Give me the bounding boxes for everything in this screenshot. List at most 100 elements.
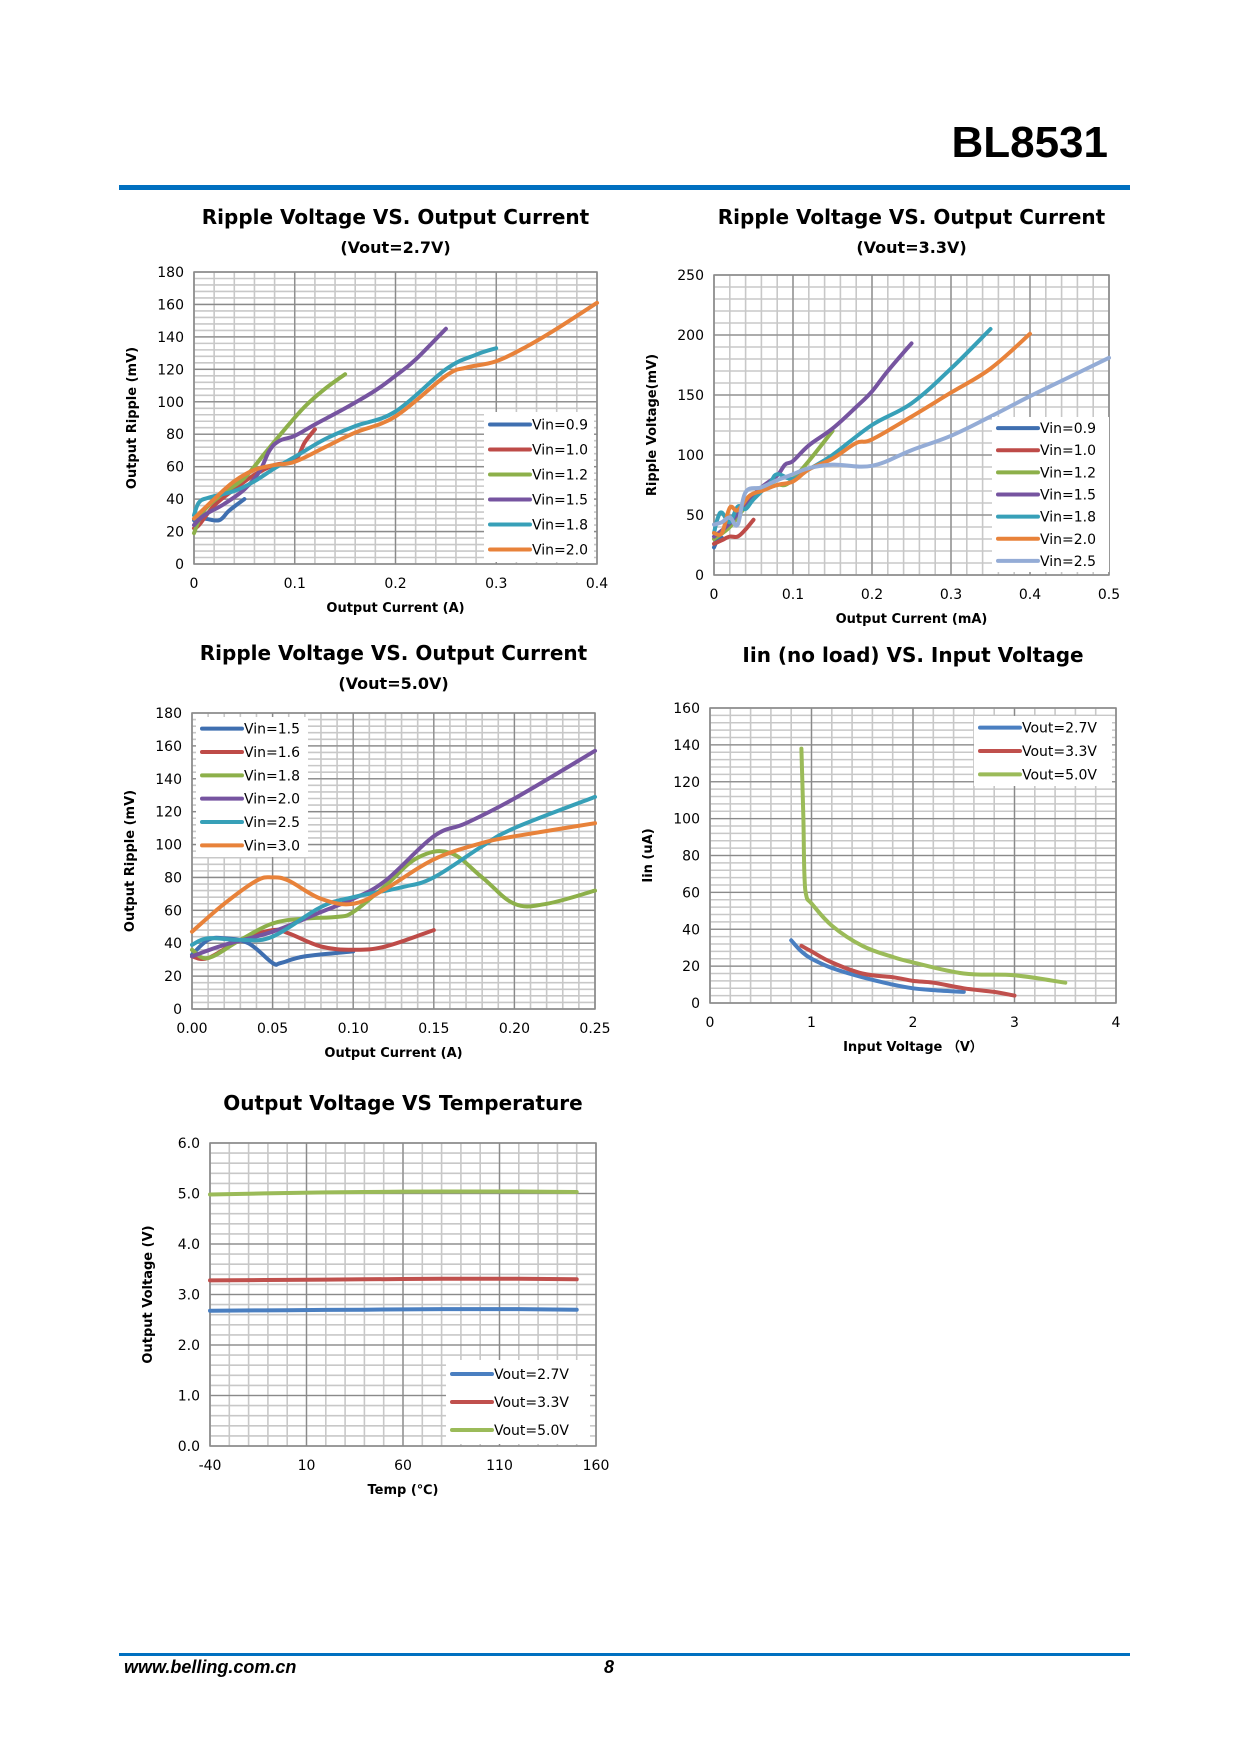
y-tick-label: 80 xyxy=(166,427,184,443)
x-tick-label: 0.1 xyxy=(284,576,306,592)
y-axis-label: Output Voltage (V) xyxy=(141,1225,156,1363)
series-line-vin-1-0 xyxy=(712,517,756,546)
y-tick-label: 2.0 xyxy=(178,1338,200,1354)
x-tick-label: 0.25 xyxy=(579,1021,610,1037)
x-tick-label: 60 xyxy=(394,1458,412,1474)
series-line-vin-2-0 xyxy=(712,331,1032,537)
legend-label: Vout=3.3V xyxy=(494,1395,569,1411)
plot-frame xyxy=(209,1142,597,1447)
chart-title: Output Voltage VS Temperature xyxy=(223,1091,582,1115)
y-axis-label: Output Ripple (mV) xyxy=(125,347,140,489)
y-tick-label: 40 xyxy=(682,922,700,938)
chart-subtitle: (Vout=5.0V) xyxy=(338,674,448,693)
footer-url[interactable]: www.belling.com.cn xyxy=(124,1657,297,1677)
x-tick-label: 0.2 xyxy=(861,587,883,603)
series-line-vout-3-3v xyxy=(799,943,1017,998)
legend: Vin=1.5 Vin=1.6 Vin=1.8 Vin=2.0 Vin=2.5 Vin=3… xyxy=(196,717,308,857)
y-tick-label: 100 xyxy=(673,812,700,828)
y-tick-label: 80 xyxy=(682,849,700,865)
y-axis-label: Output Ripple (mV) xyxy=(123,790,138,932)
legend: Vin=0.9 Vin=1.0 Vin=1.2 Vin=1.5 Vin=1.8 Vin=2… xyxy=(484,412,594,562)
y-tick-label: 20 xyxy=(164,969,182,985)
y-tick-label: 140 xyxy=(673,738,700,754)
legend-label: Vin=3.0 xyxy=(244,838,300,854)
legend-label: Vin=2.0 xyxy=(244,792,300,808)
chart-title: Ripple Voltage VS. Output Current xyxy=(202,205,590,229)
y-tick-label: 0 xyxy=(173,1002,182,1018)
y-tick-label: 100 xyxy=(155,838,182,854)
legend-label: Vout=2.7V xyxy=(494,1367,569,1383)
page-number: 8 xyxy=(604,1657,615,1677)
legend-label: Vin=1.6 xyxy=(244,745,300,761)
y-tick-label: 20 xyxy=(166,525,184,541)
y-tick-label: 100 xyxy=(157,395,184,411)
y-tick-label: 50 xyxy=(686,508,704,524)
y-tick-label: 5.0 xyxy=(178,1187,200,1203)
legend: Vout=2.7V Vout=3.3V Vout=5.0V xyxy=(974,716,1112,786)
legend-box xyxy=(196,717,308,857)
x-tick-label: 0 xyxy=(190,576,199,592)
x-axis-label: Output Current (A) xyxy=(326,601,464,616)
y-tick-label: 60 xyxy=(164,903,182,919)
legend-label: Vin=1.8 xyxy=(1040,510,1096,526)
header-rule xyxy=(119,185,1130,190)
series-line-vin-3-0 xyxy=(190,821,597,934)
series-line-vin-2-0 xyxy=(192,300,599,521)
plot-frame xyxy=(193,271,598,565)
series-line-vin-1-8 xyxy=(192,346,499,518)
y-tick-label: 140 xyxy=(157,330,184,346)
legend-label: Vin=0.9 xyxy=(532,418,588,434)
y-tick-label: 160 xyxy=(157,297,184,313)
legend-label: Vin=1.8 xyxy=(244,768,300,784)
y-tick-label: 100 xyxy=(677,448,704,464)
y-tick-label: 140 xyxy=(155,772,182,788)
y-tick-label: 80 xyxy=(164,870,182,886)
x-tick-label: 10 xyxy=(298,1458,316,1474)
series-line-vin-1-0 xyxy=(192,427,317,531)
x-tick-label: 0.00 xyxy=(176,1021,207,1037)
x-tick-label: 0 xyxy=(706,1015,715,1031)
x-tick-label: 0.10 xyxy=(338,1021,369,1037)
chart-subtitle: (Vout=3.3V) xyxy=(856,238,966,257)
x-tick-label: 3 xyxy=(1010,1015,1019,1031)
y-tick-label: 40 xyxy=(166,492,184,508)
x-tick-label: 0.1 xyxy=(782,587,804,603)
x-axis-label: Temp (℃) xyxy=(368,1483,439,1498)
y-tick-label: 0.0 xyxy=(178,1439,200,1455)
y-tick-label: 120 xyxy=(157,362,184,378)
x-axis-label: Output Current (A) xyxy=(324,1046,462,1061)
y-tick-label: 120 xyxy=(673,775,700,791)
y-tick-label: 60 xyxy=(166,460,184,476)
x-tick-label: 0.4 xyxy=(586,576,608,592)
legend-label: Vout=2.7V xyxy=(1022,721,1097,737)
legend-label: Vin=1.2 xyxy=(532,468,588,484)
x-tick-label: 0.5 xyxy=(1098,587,1120,603)
y-tick-label: 150 xyxy=(677,388,704,404)
chart-subtitle: (Vout=2.7V) xyxy=(340,238,450,257)
legend: Vout=2.7V Vout=3.3V Vout=5.0V xyxy=(446,1360,590,1444)
x-tick-label: 110 xyxy=(486,1458,513,1474)
y-tick-label: 160 xyxy=(155,739,182,755)
y-tick-label: 160 xyxy=(673,701,700,717)
y-tick-label: 20 xyxy=(682,959,700,975)
series-line-vout-2-7v xyxy=(208,1307,579,1313)
plot-frame xyxy=(709,707,1117,1004)
x-axis-label: Input Voltage （V） xyxy=(843,1039,983,1055)
x-tick-label: 2 xyxy=(909,1015,918,1031)
y-tick-label: 3.0 xyxy=(178,1288,200,1304)
y-tick-label: 4.0 xyxy=(178,1237,200,1253)
legend-label: Vin=2.5 xyxy=(244,815,300,831)
x-tick-label: -40 xyxy=(199,1458,222,1474)
y-tick-label: 40 xyxy=(164,936,182,952)
legend-box xyxy=(484,412,594,562)
x-tick-label: 0.4 xyxy=(1019,587,1041,603)
legend-label: Vout=5.0V xyxy=(494,1423,569,1439)
series-line-vout-2-7v xyxy=(789,938,966,994)
x-axis-label: Output Current (mA) xyxy=(836,612,988,627)
y-tick-label: 0 xyxy=(691,996,700,1012)
y-tick-label: 180 xyxy=(155,706,182,722)
y-axis-label: Iin (uA) xyxy=(641,828,656,882)
